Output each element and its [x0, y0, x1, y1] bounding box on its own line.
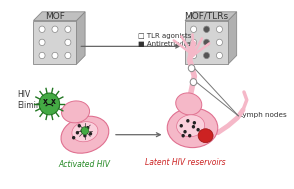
Text: Activated HIV: Activated HIV: [59, 160, 111, 169]
Text: MOF: MOF: [45, 12, 65, 21]
Polygon shape: [228, 12, 237, 64]
Text: x: x: [51, 98, 56, 106]
Circle shape: [216, 52, 223, 59]
Polygon shape: [185, 21, 228, 64]
Circle shape: [196, 128, 200, 132]
Polygon shape: [185, 12, 237, 21]
Circle shape: [39, 93, 60, 115]
Circle shape: [190, 79, 197, 86]
Circle shape: [86, 126, 89, 129]
Circle shape: [193, 121, 196, 125]
Circle shape: [81, 129, 84, 132]
Circle shape: [72, 136, 75, 139]
Ellipse shape: [72, 122, 98, 142]
Circle shape: [191, 39, 197, 46]
Polygon shape: [34, 12, 85, 21]
Text: HIV
Elimination: HIV Elimination: [18, 90, 61, 110]
Circle shape: [180, 124, 183, 128]
Ellipse shape: [198, 129, 213, 143]
Circle shape: [81, 127, 89, 135]
Text: □ TLR agonists: □ TLR agonists: [138, 33, 192, 40]
Circle shape: [203, 52, 210, 59]
Text: Lymph nodes: Lymph nodes: [239, 112, 287, 118]
Text: Latent HIV reservoirs: Latent HIV reservoirs: [145, 158, 225, 167]
Circle shape: [191, 26, 197, 33]
Polygon shape: [76, 12, 85, 64]
Ellipse shape: [61, 101, 90, 123]
Text: MOF/TLRs: MOF/TLRs: [184, 12, 229, 21]
Ellipse shape: [61, 116, 109, 153]
Text: ■ Antiretrovirals: ■ Antiretrovirals: [138, 41, 197, 47]
Circle shape: [191, 52, 197, 59]
Circle shape: [181, 134, 185, 137]
Circle shape: [89, 132, 92, 136]
Circle shape: [83, 134, 87, 137]
Ellipse shape: [167, 108, 218, 148]
Circle shape: [65, 39, 71, 46]
Circle shape: [203, 26, 210, 33]
Circle shape: [192, 125, 195, 129]
Circle shape: [78, 124, 81, 128]
Circle shape: [52, 52, 58, 59]
Circle shape: [39, 26, 45, 33]
Circle shape: [188, 65, 195, 72]
Circle shape: [203, 39, 210, 46]
Circle shape: [183, 130, 187, 133]
Circle shape: [216, 26, 223, 33]
Text: x: x: [43, 98, 48, 106]
Ellipse shape: [176, 93, 202, 115]
Circle shape: [52, 26, 58, 33]
Polygon shape: [34, 21, 76, 64]
Circle shape: [39, 39, 45, 46]
Circle shape: [76, 131, 79, 135]
Circle shape: [65, 52, 71, 59]
Circle shape: [216, 39, 223, 46]
Circle shape: [65, 26, 71, 33]
Ellipse shape: [177, 115, 205, 137]
Circle shape: [186, 119, 190, 123]
Circle shape: [39, 52, 45, 59]
Circle shape: [188, 134, 191, 137]
